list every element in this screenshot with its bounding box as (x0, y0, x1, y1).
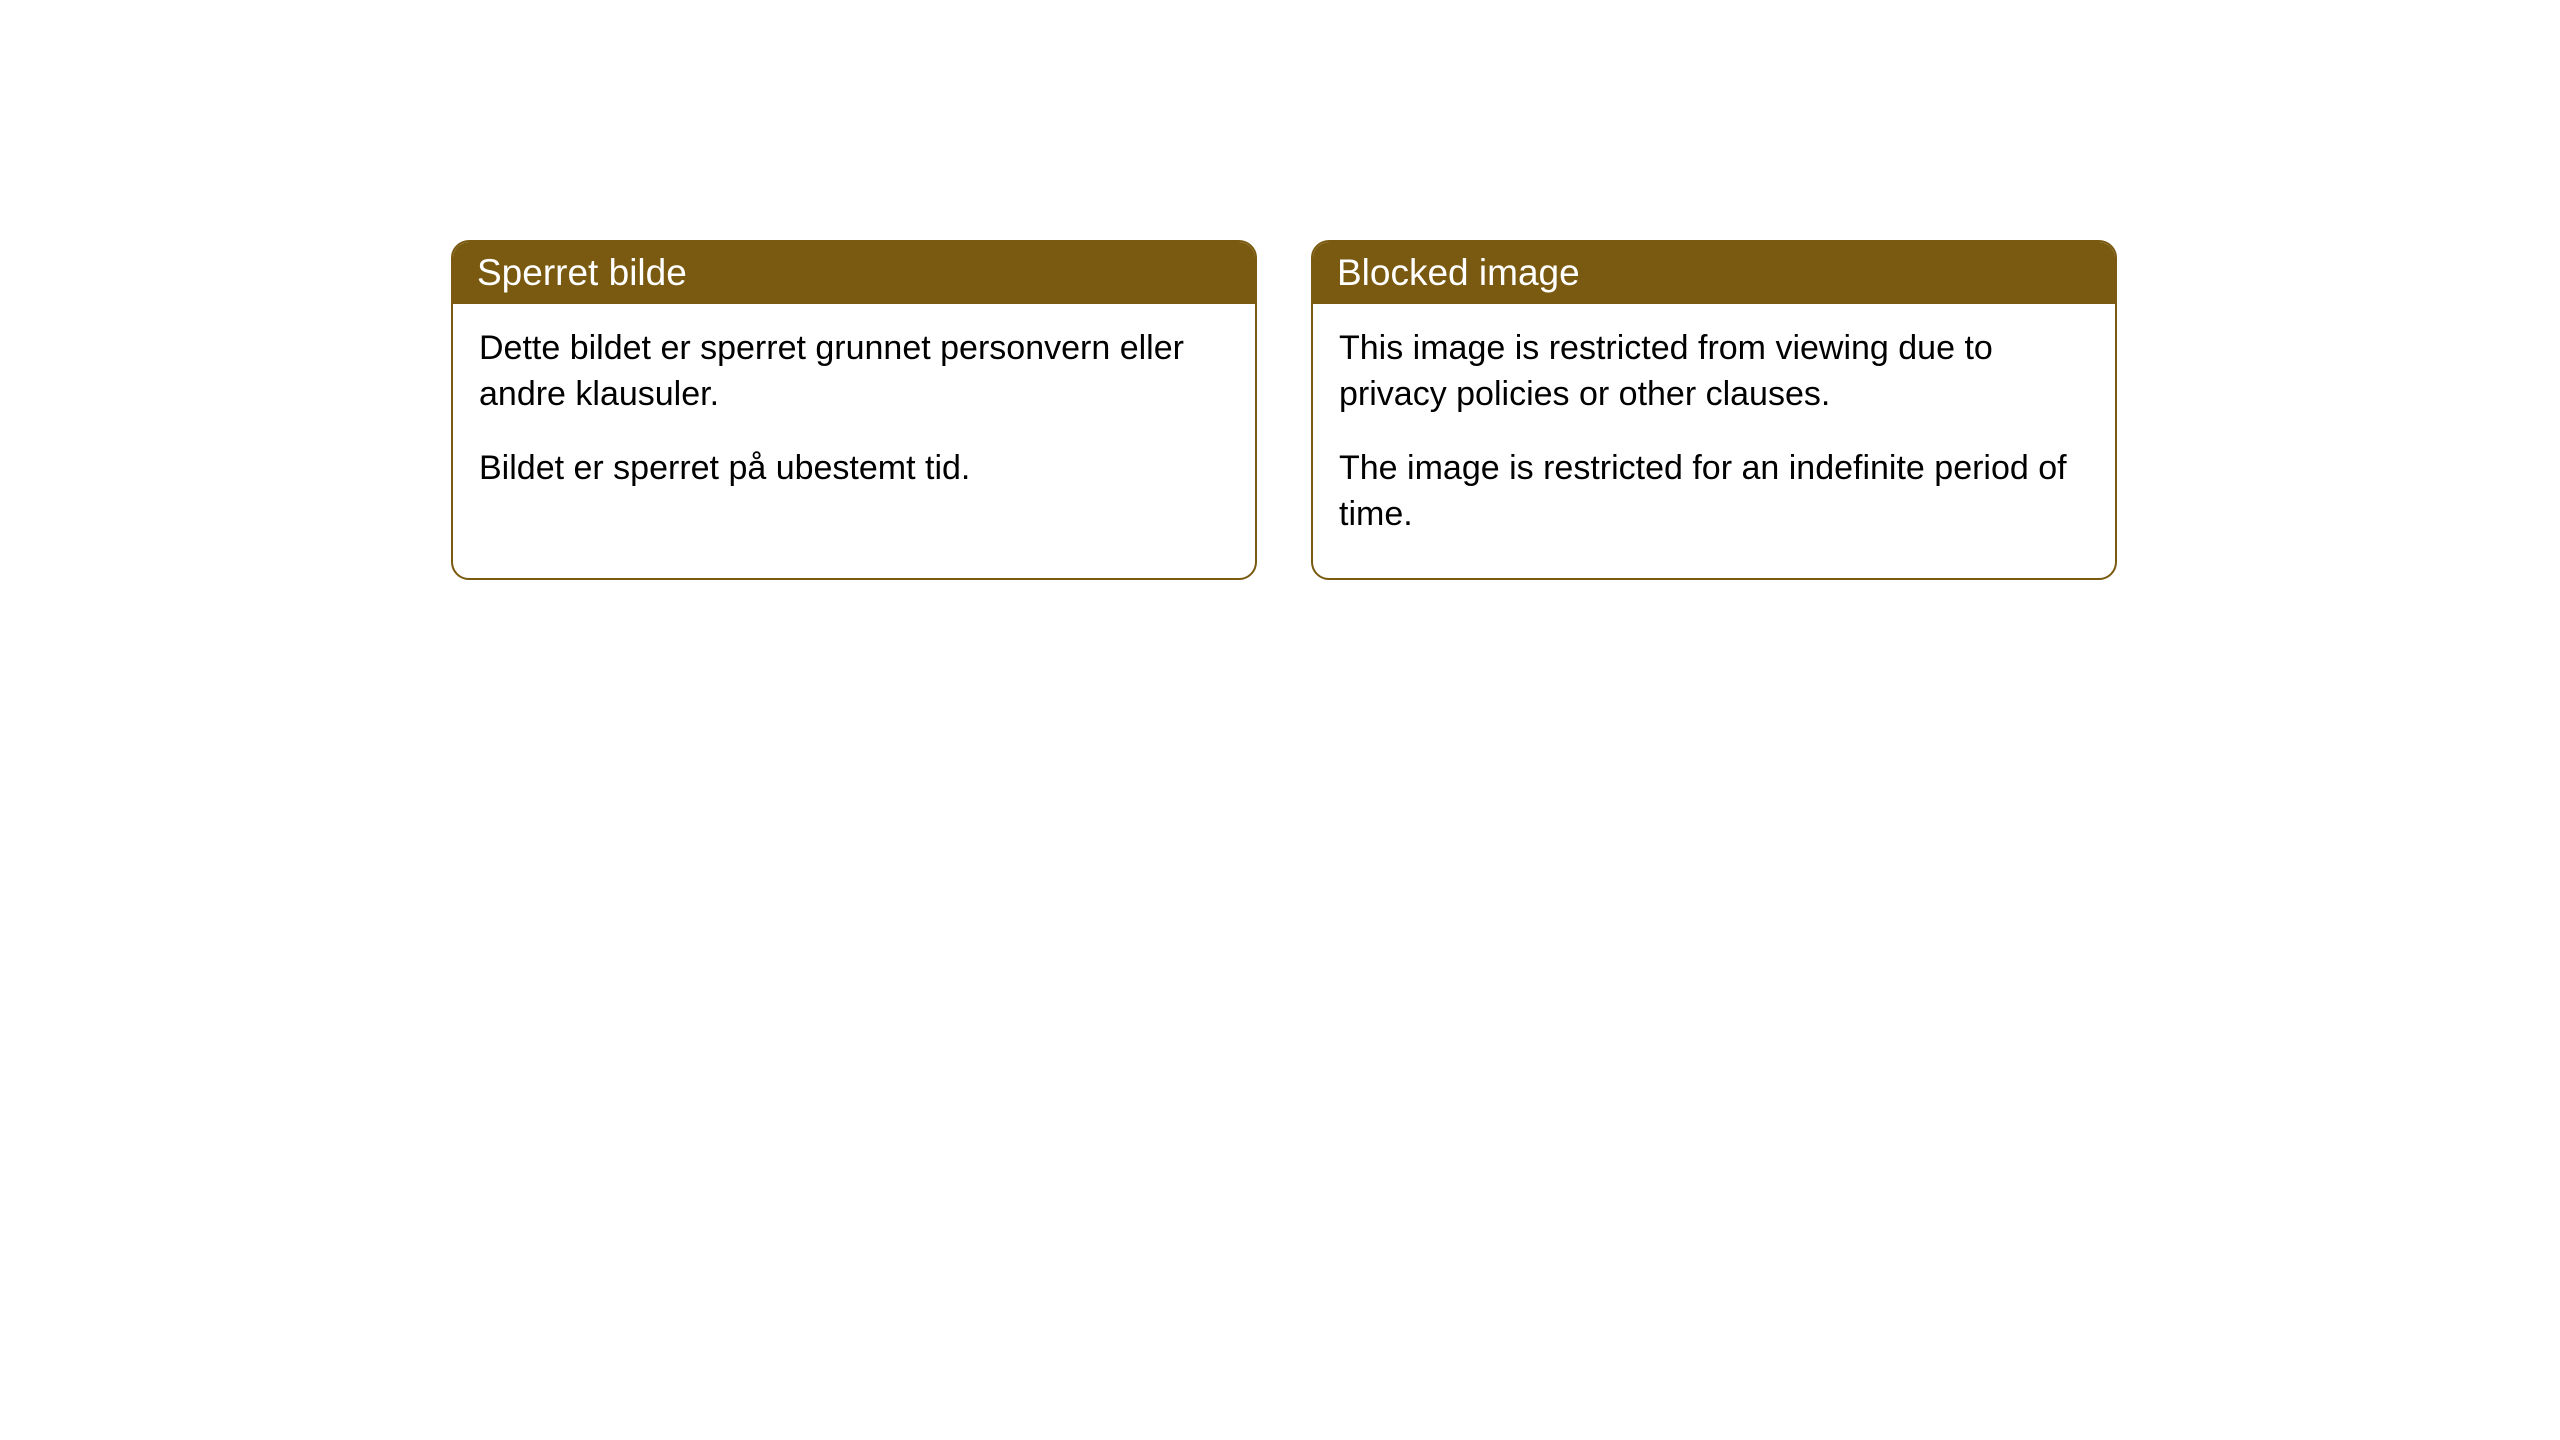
card-header-norwegian: Sperret bilde (453, 242, 1255, 304)
card-body-english: This image is restricted from viewing du… (1313, 304, 2115, 578)
card-title-norwegian: Sperret bilde (477, 252, 687, 293)
card-body-norwegian: Dette bildet er sperret grunnet personve… (453, 304, 1255, 532)
card-english: Blocked image This image is restricted f… (1311, 240, 2117, 580)
card-norwegian: Sperret bilde Dette bildet er sperret gr… (451, 240, 1257, 580)
cards-container: Sperret bilde Dette bildet er sperret gr… (451, 240, 2117, 580)
card-paragraph-2-english: The image is restricted for an indefinit… (1339, 446, 2089, 538)
card-paragraph-1-norwegian: Dette bildet er sperret grunnet personve… (479, 326, 1229, 418)
card-header-english: Blocked image (1313, 242, 2115, 304)
card-paragraph-2-norwegian: Bildet er sperret på ubestemt tid. (479, 446, 1229, 492)
card-paragraph-1-english: This image is restricted from viewing du… (1339, 326, 2089, 418)
card-title-english: Blocked image (1337, 252, 1580, 293)
